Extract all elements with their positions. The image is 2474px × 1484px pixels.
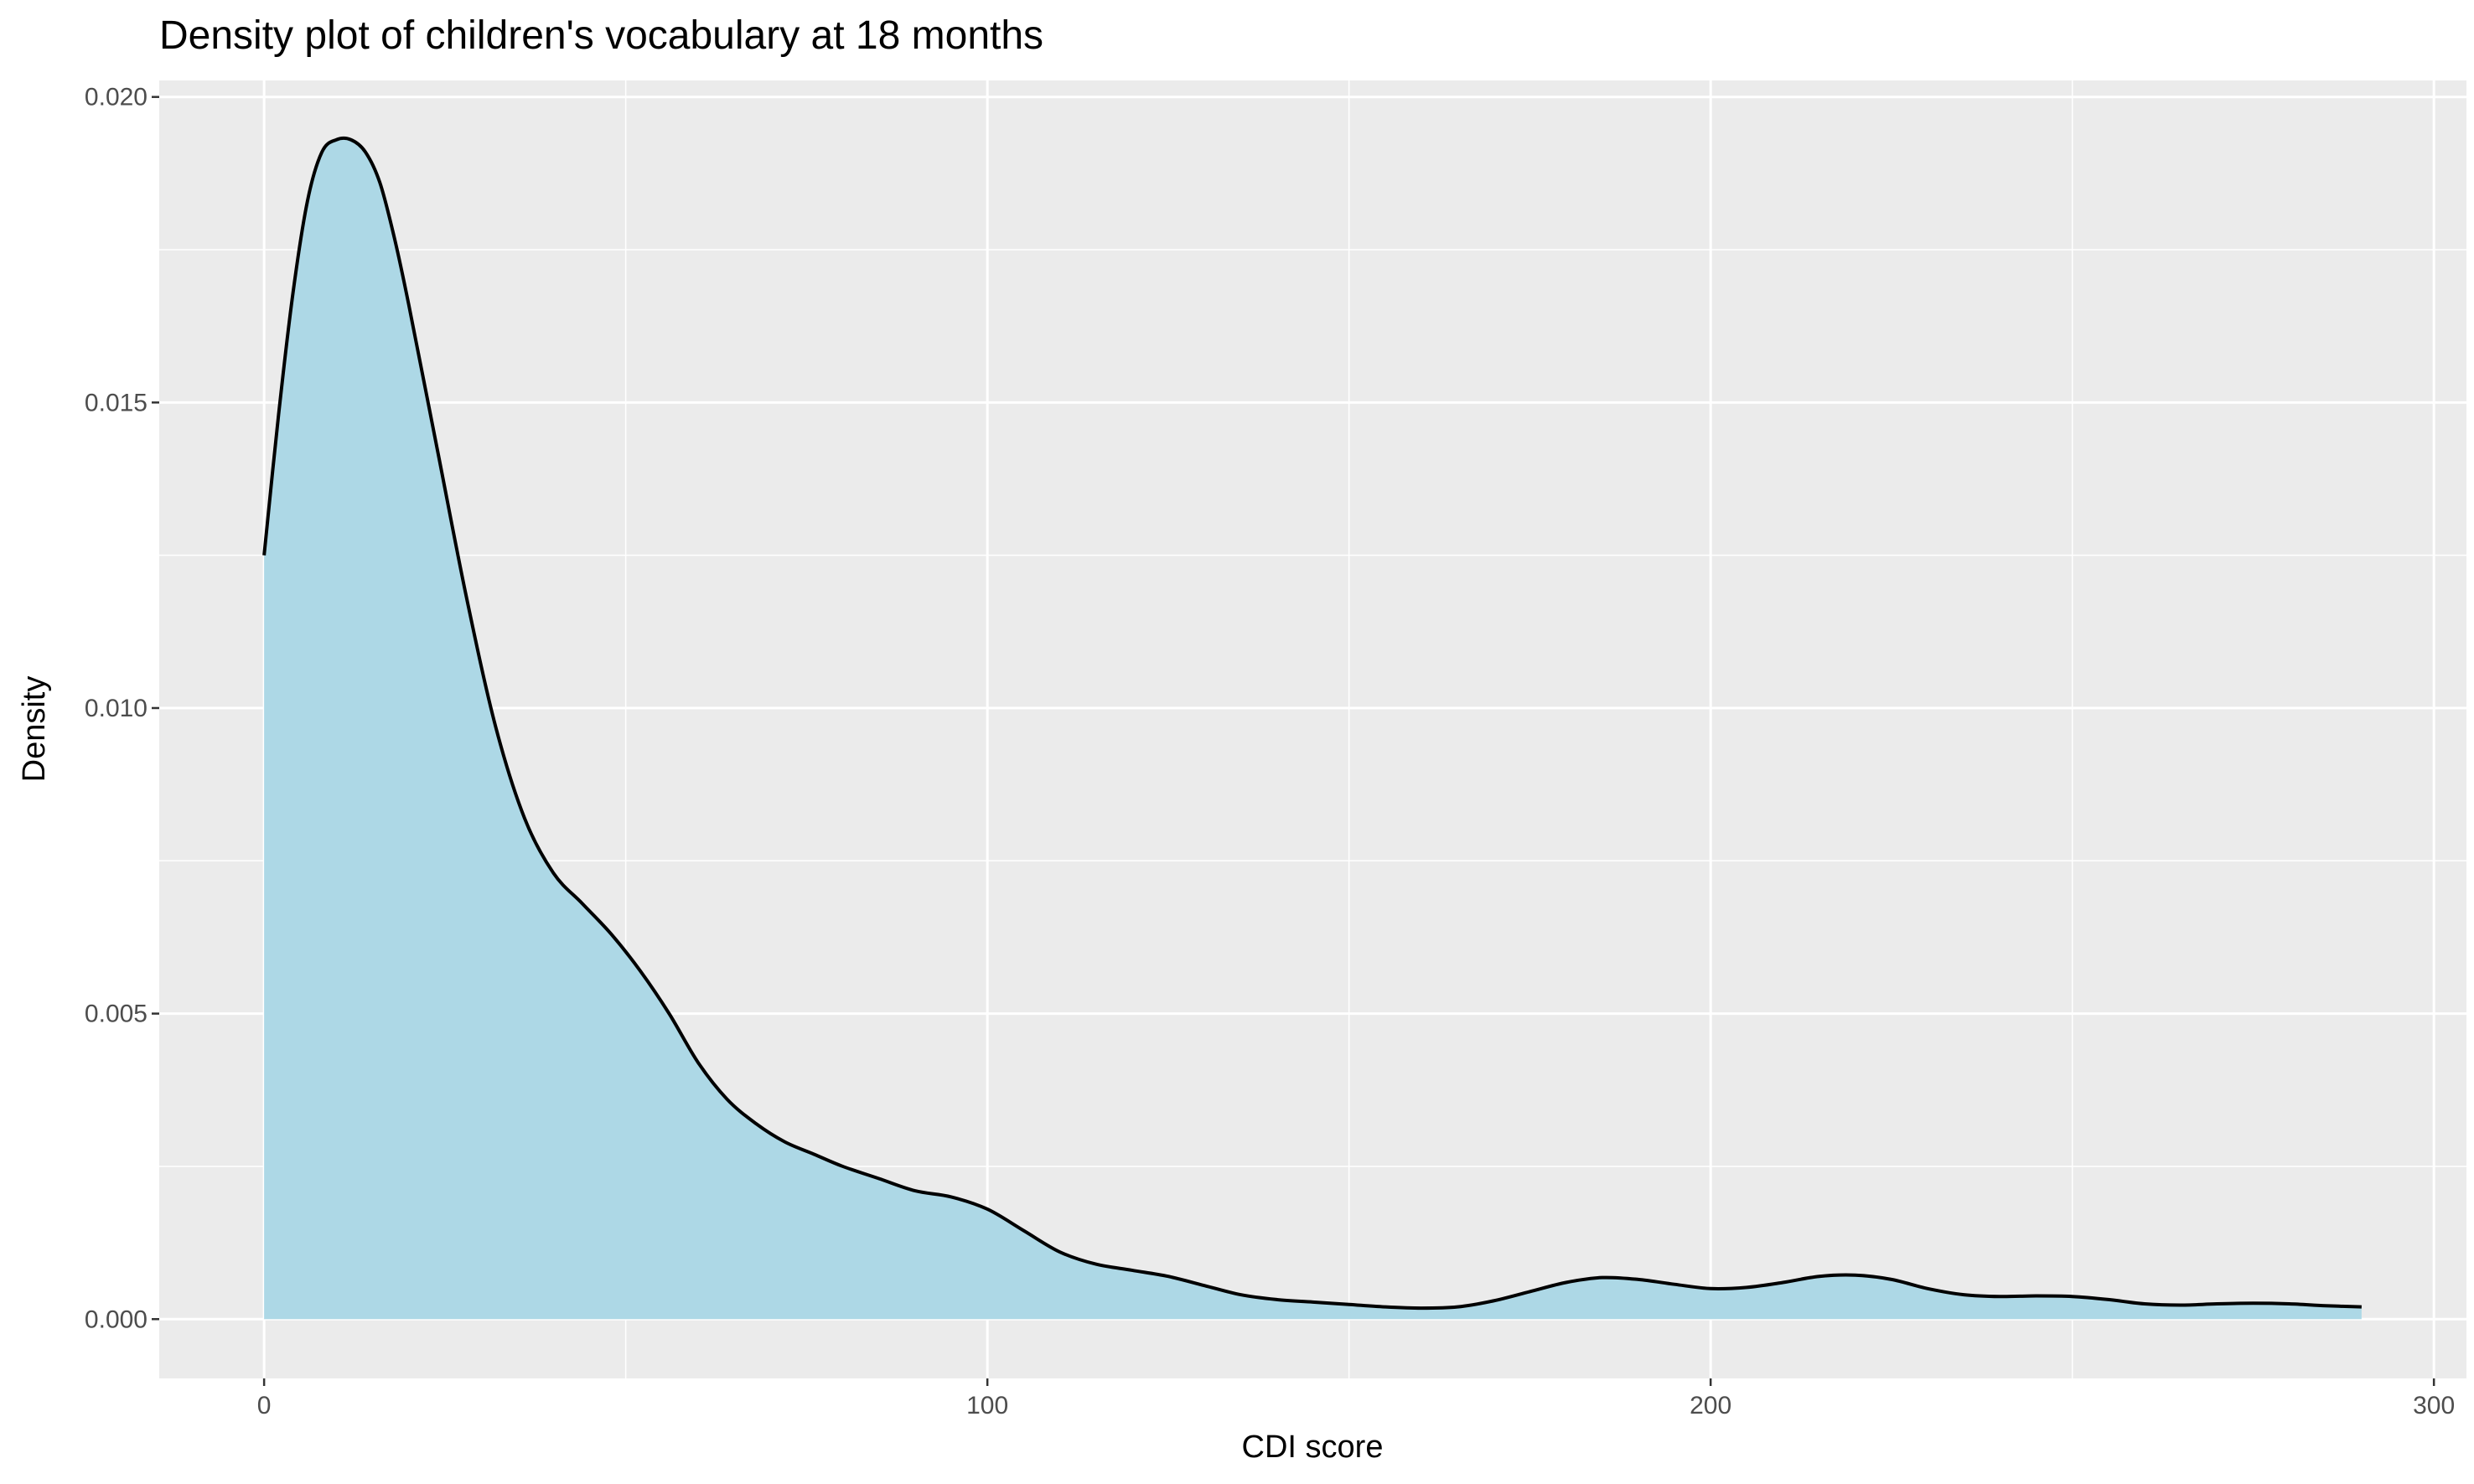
density-area	[264, 137, 2362, 1320]
x-tick-label: 200	[1690, 1392, 1731, 1419]
y-tick-label: 0.000	[85, 1306, 148, 1333]
chart-title: Density plot of children's vocabulary at…	[159, 13, 1043, 58]
x-tick-label: 300	[2413, 1392, 2455, 1419]
x-tick-label: 0	[257, 1392, 272, 1419]
y-tick-label: 0.010	[85, 695, 148, 722]
major-gridlines	[159, 80, 2466, 1378]
x-axis-title: CDI score	[1242, 1430, 1384, 1465]
x-tick-label: 100	[966, 1392, 1008, 1419]
density-line	[262, 136, 2362, 1311]
y-tick-label: 0.020	[85, 84, 148, 111]
y-axis-title: Density	[17, 676, 52, 783]
y-tick-label: 0.005	[85, 1001, 148, 1028]
y-tick-label: 0.015	[85, 389, 148, 416]
x-axis: 0 100 200 300	[257, 1378, 2455, 1419]
y-axis: 0.000 0.005 0.010 0.015 0.020	[85, 84, 159, 1333]
